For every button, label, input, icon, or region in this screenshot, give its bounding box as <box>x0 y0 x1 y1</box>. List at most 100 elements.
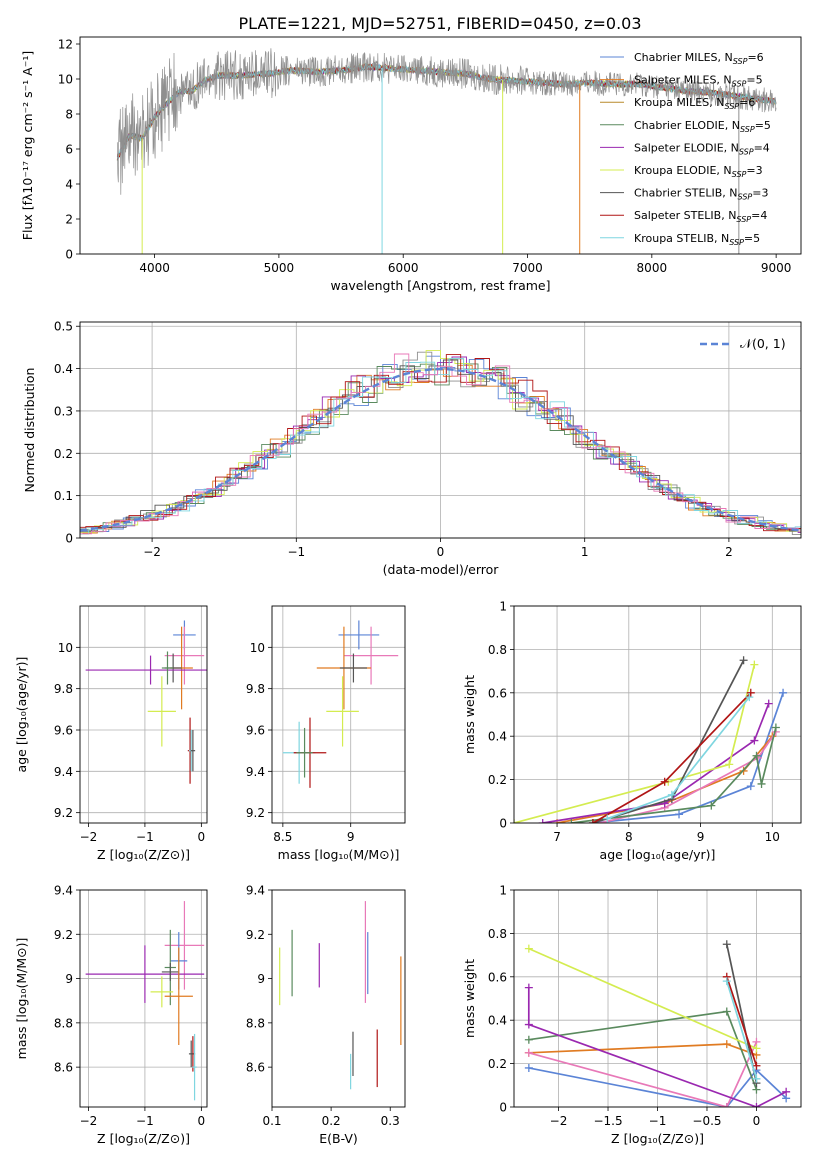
x-tick-label: 5000 <box>264 261 295 275</box>
weight-marker <box>764 699 773 708</box>
legend-label: Kroupa STELIB, NSSP=5 <box>634 232 760 247</box>
weight-series-line <box>592 692 784 823</box>
weight-marker <box>757 779 766 788</box>
x-tick-label: 0.2 <box>322 1114 341 1128</box>
y-tick-label: 8 <box>65 108 73 122</box>
axes-frame <box>271 889 406 1108</box>
data-point <box>164 901 205 990</box>
y-tick-label: 9.6 <box>246 724 265 738</box>
weight_vs_age-panel: 7 8 9 10 0 0.2 0.4 0.6 0.8 1 age [log₁₀(age/yr)] ma… <box>462 600 802 862</box>
axes-frame <box>271 605 406 824</box>
weight-series-line <box>527 987 787 1107</box>
x-tick-label: 10 <box>765 830 780 844</box>
legend-suffix: =6 <box>739 96 755 109</box>
data-point <box>190 730 196 772</box>
y-tick-label: 10 <box>250 641 265 655</box>
x-axis-label: E(B-V) <box>319 1131 358 1146</box>
y-tick-label: 0 <box>499 1101 507 1115</box>
x-tick-label: 0 <box>198 1114 206 1128</box>
x-axis-label: (data-model)/error <box>383 562 500 577</box>
y-tick-label: 9.4 <box>54 765 73 779</box>
y-tick-label: 9.2 <box>246 806 265 820</box>
weight-marker <box>524 1020 533 1029</box>
y-tick-label: 8.8 <box>246 1016 265 1030</box>
weight-marker <box>752 751 761 760</box>
x-tick-label: −2 <box>143 545 161 559</box>
y-tick-label: 0.6 <box>488 686 507 700</box>
weight-series-line <box>514 664 756 823</box>
axes-frame <box>79 889 208 1108</box>
x-tick-label: −2 <box>80 830 98 844</box>
legend-subscript: SSP <box>738 193 753 202</box>
weight-series-line <box>528 947 757 1050</box>
y-tick-label: 9.2 <box>54 928 73 942</box>
histogram-step <box>80 350 801 535</box>
x-tick-label: −2 <box>80 1114 98 1128</box>
x-axis-label: wavelength [Angstrom, rest frame] <box>330 278 550 293</box>
weight-series-line <box>571 727 777 823</box>
weight-marker <box>746 782 755 791</box>
y-axis-label: Flux [fλ10⁻¹⁷ erg cm⁻² s⁻¹ A⁻¹] <box>20 51 35 240</box>
legend-subscript: SSP <box>740 125 755 134</box>
legend-subscript: SSP <box>733 57 748 66</box>
weight-marker <box>722 940 731 949</box>
spectrum-panel: 4000 5000 6000 7000 8000 9000 0 2 4 6 8 10 12 wavelen… <box>20 36 802 293</box>
y-tick-label: 9.8 <box>54 682 73 696</box>
y-tick-label: 10 <box>58 73 73 87</box>
data-spectrum-line <box>116 48 777 195</box>
x-tick-label: 6000 <box>388 261 419 275</box>
weight-marker <box>725 760 734 769</box>
axes-frame <box>79 321 802 539</box>
legend-subscript: SSP <box>739 147 754 156</box>
weight-marker <box>722 1103 731 1107</box>
data-point <box>161 963 179 981</box>
weight-marker <box>722 977 731 986</box>
weight-marker <box>752 1044 761 1053</box>
y-tick-label: 12 <box>58 38 73 52</box>
y-tick-label: 9.4 <box>54 884 73 898</box>
legend-label: Chabrier ELODIE, NSSP=5 <box>634 119 771 134</box>
y-tick-label: 0.2 <box>488 1057 507 1071</box>
y-tick-label: 9.4 <box>246 765 265 779</box>
legend-label: Chabrier MILES, NSSP=6 <box>634 51 764 66</box>
x-tick-label: 9 <box>347 830 355 844</box>
data-point <box>338 620 380 650</box>
x-tick-label: −1 <box>136 830 154 844</box>
legend-label: Kroupa ELODIE, NSSP=3 <box>634 164 763 179</box>
axes-frame <box>513 889 802 1108</box>
weight-marker <box>675 810 684 819</box>
y-tick-label: 9.2 <box>246 928 265 942</box>
x-tick-label: 8.5 <box>273 830 292 844</box>
legend-label: Salpeter STELIB, NSSP=4 <box>634 209 767 224</box>
legend-suffix: =5 <box>744 232 760 245</box>
legend-suffix: =5 <box>746 74 762 87</box>
y-tick-label: 8.6 <box>54 1061 73 1075</box>
weight-marker <box>524 944 533 953</box>
weight-marker <box>782 1087 791 1096</box>
legend-subscript: SSP <box>732 80 747 89</box>
y-tick-label: 9 <box>257 972 265 986</box>
y-tick-label: 0 <box>65 248 73 262</box>
weight-series-line <box>528 1067 787 1107</box>
weight-marker <box>771 723 780 732</box>
x-tick-label: 9 <box>697 830 705 844</box>
weight-series-line <box>542 703 770 823</box>
y-tick-label: 0.6 <box>488 970 507 984</box>
y-tick-label: 0.4 <box>488 730 507 744</box>
weight-marker <box>752 1074 761 1083</box>
weight-marker <box>722 1040 731 1049</box>
x-tick-label: −0.5 <box>692 1114 721 1128</box>
y-tick-label: 9.8 <box>246 682 265 696</box>
data-point <box>192 1033 197 1101</box>
weight-marker <box>524 1063 533 1072</box>
weight-marker <box>739 656 748 665</box>
legend-label: Salpeter ELODIE, NSSP=4 <box>634 141 770 156</box>
weight-marker <box>707 801 716 810</box>
weight-marker <box>660 777 669 786</box>
x-tick-label: −1.5 <box>593 1114 622 1128</box>
x-axis-label: age [log₁₀(age/yr)] <box>600 847 716 862</box>
data-point <box>150 976 174 1008</box>
y-axis-label: mass weight <box>462 959 477 1038</box>
y-tick-label: 4 <box>65 178 73 192</box>
